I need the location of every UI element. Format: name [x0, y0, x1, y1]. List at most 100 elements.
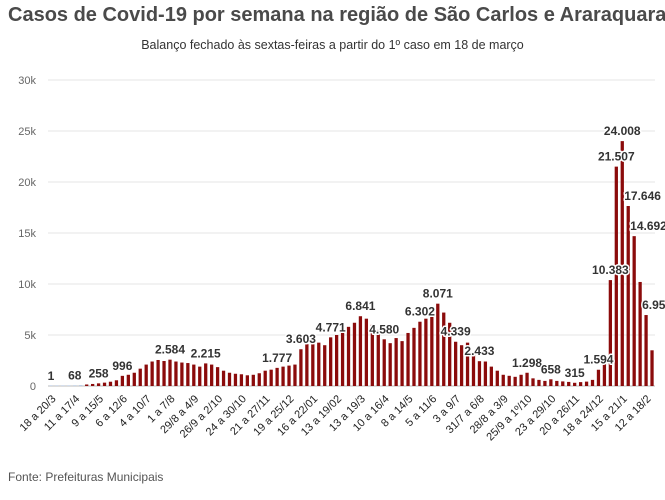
- data-label: 1.594: [583, 353, 613, 367]
- bar: [73, 385, 77, 386]
- bar: [102, 382, 107, 386]
- bar: [626, 206, 630, 386]
- bar: [257, 373, 261, 386]
- bar: [227, 372, 232, 386]
- bar: [459, 345, 464, 386]
- bar: [299, 349, 303, 386]
- bar: [537, 379, 541, 386]
- y-tick-label: 10k: [18, 279, 36, 291]
- y-tick-label: 30k: [18, 75, 36, 87]
- bar: [650, 350, 654, 386]
- bar: [305, 344, 309, 386]
- bar: [513, 376, 517, 386]
- bar: [549, 379, 553, 386]
- data-label: 315: [565, 366, 585, 380]
- chart-source: Fonte: Prefeituras Municipais: [8, 470, 164, 484]
- bar: [340, 330, 345, 386]
- bar: [388, 343, 392, 386]
- bar: [174, 361, 178, 386]
- bar: [418, 321, 422, 386]
- data-label: 21.507: [598, 150, 635, 164]
- bar: [281, 366, 285, 386]
- bar: [346, 326, 351, 386]
- bar: [329, 337, 333, 386]
- y-tick-label: 15k: [18, 228, 36, 240]
- bar: [67, 385, 71, 386]
- bar: [108, 381, 113, 386]
- data-label: 1: [48, 369, 55, 383]
- data-label: 10.383: [592, 263, 629, 277]
- bar: [632, 236, 636, 386]
- bar: [293, 364, 297, 386]
- bar: [364, 318, 369, 386]
- bar: [269, 369, 273, 386]
- bar: [436, 303, 440, 386]
- bar: [239, 374, 244, 386]
- bar: [608, 280, 613, 386]
- bar: [525, 372, 529, 386]
- data-label: 1.777: [262, 351, 292, 365]
- bar: [454, 341, 458, 386]
- bar: [186, 363, 190, 386]
- bar: [132, 372, 136, 386]
- bar: [620, 141, 624, 386]
- data-label: 2.215: [191, 346, 221, 360]
- bar: [376, 329, 380, 386]
- bar: [602, 357, 607, 386]
- bar: [251, 374, 255, 386]
- bar: [590, 379, 595, 386]
- bar: [233, 373, 238, 386]
- chart-title: Casos de Covid-19 por semana na região d…: [8, 4, 665, 26]
- bar: [430, 314, 434, 386]
- data-label: 8.071: [423, 287, 453, 301]
- bar-chart: 0 5k 10k 15k 20k 25k 30k 18 a 20/311 a 17/49 a…: [18, 75, 665, 443]
- bar: [96, 383, 101, 386]
- data-label: 17.646: [624, 189, 661, 203]
- bar: [114, 380, 119, 386]
- bar: [245, 375, 249, 386]
- bar: [638, 281, 642, 386]
- y-tick-label: 5k: [24, 330, 36, 342]
- bar: [79, 385, 83, 386]
- bar: [358, 316, 363, 386]
- data-label: 4.580: [369, 322, 399, 336]
- chart-subtitle: Balanço fechado às sextas-feiras a parti…: [141, 38, 524, 52]
- bar: [204, 363, 208, 386]
- bar: [138, 368, 142, 386]
- data-label: 2.433: [464, 344, 494, 358]
- data-label: 4.771: [316, 320, 346, 334]
- bar: [162, 361, 166, 386]
- bar: [323, 345, 327, 386]
- y-tick-label: 20k: [18, 177, 36, 189]
- bars: [49, 141, 654, 386]
- bar: [584, 381, 589, 386]
- bar: [370, 324, 374, 386]
- bar: [400, 341, 404, 386]
- bar: [156, 359, 160, 386]
- bar: [394, 338, 398, 386]
- bar: [215, 367, 220, 386]
- data-label: 68: [68, 368, 82, 382]
- data-label: 2.584: [155, 343, 185, 357]
- bar: [210, 364, 214, 386]
- bar: [221, 370, 226, 386]
- bar: [55, 385, 59, 386]
- bar: [144, 364, 148, 386]
- bar: [573, 382, 577, 386]
- bar: [382, 339, 386, 386]
- bar: [543, 380, 547, 386]
- bar: [180, 362, 184, 386]
- bar: [287, 365, 291, 386]
- x-axis-ticks: 18 a 20/311 a 17/49 a 15/56 a 12/64 a 10…: [18, 393, 654, 443]
- bar: [448, 322, 452, 386]
- bar: [406, 332, 410, 386]
- bar: [168, 359, 172, 386]
- bar: [120, 375, 125, 386]
- bar: [507, 375, 511, 386]
- bar: [424, 318, 428, 386]
- bar: [477, 361, 482, 386]
- data-label: 996: [112, 359, 132, 373]
- y-tick-label: 0: [30, 381, 36, 393]
- data-label: 6.302: [405, 305, 435, 319]
- bar: [531, 378, 535, 386]
